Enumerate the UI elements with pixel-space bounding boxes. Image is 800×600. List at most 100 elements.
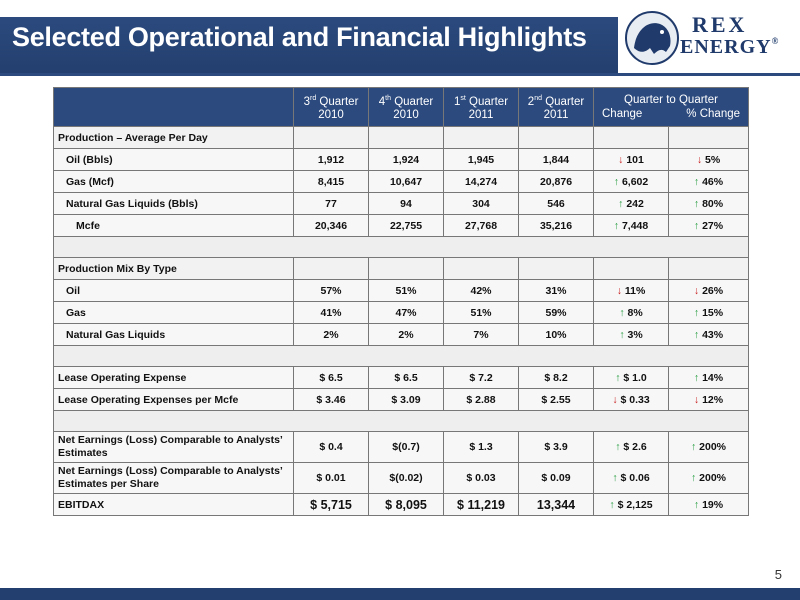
table-row: Net Earnings (Loss) Comparable to Analys… bbox=[53, 462, 750, 494]
row-label: Gas (Mcf) bbox=[53, 170, 294, 193]
pct-change-value: 5% bbox=[705, 153, 721, 166]
arrow-up-icon: ↑ bbox=[612, 471, 618, 484]
value-cell: $(0.7) bbox=[368, 431, 444, 463]
change-value: $ 1.0 bbox=[623, 371, 647, 384]
empty-cell bbox=[443, 257, 519, 280]
value-cell: 51% bbox=[443, 301, 519, 324]
rex-energy-logo: REX ENERGY® bbox=[622, 6, 794, 70]
logo-text-energy: ENERGY® bbox=[680, 36, 780, 58]
change-cell: ↑ 7,448 bbox=[593, 214, 669, 237]
value-cell: $ 6.5 bbox=[293, 366, 369, 389]
pct-change-value: 19% bbox=[702, 498, 724, 511]
value-cell: 77 bbox=[293, 192, 369, 215]
row-label: Natural Gas Liquids bbox=[53, 323, 294, 346]
pct-change-value: 15% bbox=[702, 306, 724, 319]
arrow-up-icon: ↑ bbox=[693, 175, 700, 188]
change-value: 101 bbox=[626, 153, 644, 166]
arrow-down-icon: ↓ bbox=[616, 284, 622, 297]
value-cell: 546 bbox=[518, 192, 594, 215]
empty-cell bbox=[667, 126, 750, 149]
value-cell: 31% bbox=[518, 279, 594, 302]
value-cell: $(0.02) bbox=[368, 462, 444, 494]
change-value: $ 2.6 bbox=[623, 440, 647, 453]
section-header-row: Production Mix By Type bbox=[53, 257, 750, 280]
value-cell: 2% bbox=[368, 323, 444, 346]
value-cell: $ 0.09 bbox=[518, 462, 594, 494]
value-cell: $ 0.4 bbox=[293, 431, 369, 463]
header-q1-2011: 1st Quarter 2011 bbox=[443, 87, 519, 127]
pct-change-cell: ↑ 14% bbox=[667, 366, 750, 389]
row-label: EBITDAX bbox=[53, 493, 294, 516]
change-cell: ↑ 242 bbox=[593, 192, 669, 215]
blank-spacer-row bbox=[52, 410, 750, 432]
value-cell: 1,844 bbox=[518, 148, 594, 171]
slide-title: Selected Operational and Financial Highl… bbox=[12, 22, 587, 52]
logo-text-rex: REX bbox=[692, 12, 748, 37]
value-cell: 10,647 bbox=[368, 170, 444, 193]
value-cell: $ 1.3 bbox=[443, 431, 519, 463]
arrow-up-icon: ↑ bbox=[613, 219, 620, 232]
value-cell: $ 3.09 bbox=[368, 388, 444, 411]
page-number: 5 bbox=[774, 567, 782, 582]
blank-spacer-row bbox=[52, 345, 750, 367]
value-cell: 7% bbox=[443, 323, 519, 346]
pct-change-cell: ↓ 5% bbox=[667, 148, 750, 171]
pct-change-value: 14% bbox=[702, 371, 724, 384]
arrow-up-icon: ↑ bbox=[693, 328, 700, 341]
arrow-up-icon: ↑ bbox=[693, 197, 700, 210]
empty-cell bbox=[518, 257, 594, 280]
value-cell: $ 6.5 bbox=[368, 366, 444, 389]
section-header-row: Production – Average Per Day bbox=[53, 126, 750, 149]
change-value: 11% bbox=[624, 284, 646, 297]
row-label: Lease Operating Expenses per Mcfe bbox=[53, 388, 294, 411]
pct-change-value: 46% bbox=[702, 175, 724, 188]
table-row: Net Earnings (Loss) Comparable to Analys… bbox=[53, 431, 750, 463]
pct-change-value: 43% bbox=[702, 328, 724, 341]
value-cell: 2% bbox=[293, 323, 369, 346]
table-header-row: 3rd Quarter 2010 4th Quarter 2010 1st Quar… bbox=[53, 87, 750, 127]
header-q4-2010: 4th Quarter 2010 bbox=[368, 87, 444, 127]
change-cell: ↓ 11% bbox=[593, 279, 669, 302]
value-cell: 14,274 bbox=[443, 170, 519, 193]
pct-change-cell: ↓ 12% bbox=[667, 388, 750, 411]
value-cell: 47% bbox=[368, 301, 444, 324]
empty-cell bbox=[368, 126, 444, 149]
change-value: $ 2,125 bbox=[617, 498, 653, 511]
change-cell: ↑ 3% bbox=[593, 323, 669, 346]
change-value: $ 0.33 bbox=[620, 393, 650, 406]
table-row: EBITDAX $ 5,715 $ 8,095 $ 11,219 13,344 ↑ $ 2… bbox=[53, 493, 750, 516]
table-row: Gas 41% 47% 51% 59% ↑ 8% ↑ 15% bbox=[53, 301, 750, 324]
arrow-down-icon: ↓ bbox=[693, 284, 700, 297]
change-cell: ↑ $ 2,125 bbox=[593, 493, 669, 516]
operational-financial-table: 3rd Quarter 2010 4th Quarter 2010 1st Quar… bbox=[52, 87, 750, 516]
arrow-up-icon: ↑ bbox=[693, 306, 700, 319]
pct-change-cell: ↑ 15% bbox=[667, 301, 750, 324]
change-value: 242 bbox=[626, 197, 644, 210]
value-cell: $ 0.03 bbox=[443, 462, 519, 494]
change-cell: ↑ 8% bbox=[593, 301, 669, 324]
change-cell: ↑ $ 2.6 bbox=[593, 431, 669, 463]
arrow-up-icon: ↑ bbox=[619, 328, 625, 341]
arrow-up-icon: ↑ bbox=[693, 371, 700, 384]
empty-cell bbox=[667, 257, 750, 280]
pct-change-value: 80% bbox=[702, 197, 724, 210]
value-cell: 20,876 bbox=[518, 170, 594, 193]
empty-cell bbox=[293, 257, 369, 280]
row-label: Gas bbox=[53, 301, 294, 324]
value-cell: 27,768 bbox=[443, 214, 519, 237]
change-cell: ↓ $ 0.33 bbox=[593, 388, 669, 411]
arrow-up-icon: ↑ bbox=[615, 440, 621, 453]
value-cell: $ 11,219 bbox=[443, 493, 519, 516]
arrow-up-icon: ↑ bbox=[619, 306, 625, 319]
change-value: 8% bbox=[627, 306, 643, 319]
pct-change-value: 12% bbox=[702, 393, 724, 406]
value-cell: 13,344 bbox=[518, 493, 594, 516]
arrow-up-icon: ↑ bbox=[609, 498, 615, 511]
header-quarter-to-quarter: Quarter to Quarter Change% Change bbox=[592, 87, 750, 127]
value-cell: $ 8,095 bbox=[368, 493, 444, 516]
value-cell: 42% bbox=[443, 279, 519, 302]
table-row: Oil (Bbls) 1,912 1,924 1,945 1,844 ↓ 101 ↓ 5% bbox=[53, 148, 750, 171]
table-row: Gas (Mcf) 8,415 10,647 14,274 20,876 ↑ 6,602 ↑… bbox=[53, 170, 750, 193]
table-row: Oil 57% 51% 42% 31% ↓ 11% ↓ 26% bbox=[53, 279, 750, 302]
change-value: 6,602 bbox=[621, 175, 649, 188]
